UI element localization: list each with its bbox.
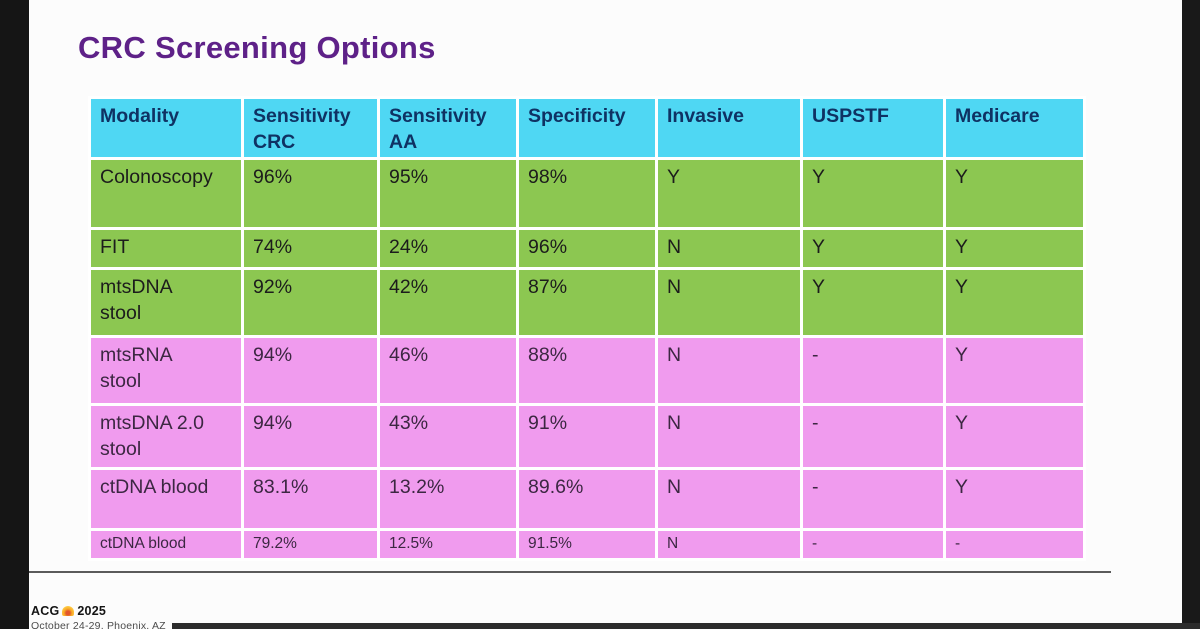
letterbox-right <box>1182 0 1200 629</box>
slide-title: CRC Screening Options <box>78 30 436 65</box>
table-cell: - <box>800 528 946 561</box>
acg-sun-icon <box>62 606 75 616</box>
table-cell: 12.5% <box>377 528 519 561</box>
table-cell: 46% <box>377 335 519 406</box>
table-cell: 91% <box>516 403 658 470</box>
table-cell: ctDNA blood <box>88 467 244 531</box>
crc-screening-table: Modality Sensitivity CRC Sensitivity AA Spe… <box>88 96 1086 561</box>
table-cell: N <box>655 403 803 470</box>
letterbox-left <box>0 0 29 629</box>
table-cell: - <box>800 403 946 470</box>
table-cell: mtsDNA stool <box>88 267 244 338</box>
table-cell: 83.1% <box>241 467 380 531</box>
table-cell: Y <box>800 267 946 338</box>
table-cell: 88% <box>516 335 658 406</box>
table-cell: 96% <box>241 157 380 230</box>
column-header: Invasive <box>655 96 803 160</box>
table-cell: 94% <box>241 403 380 470</box>
table-cell: Y <box>943 467 1086 531</box>
table-cell: Y <box>655 157 803 230</box>
acg-logo-year: 2025 <box>77 604 106 618</box>
table-header-row: Modality Sensitivity CRC Sensitivity AA Spe… <box>88 96 1086 160</box>
acg-2025-logo: ACG 2025 <box>31 604 106 618</box>
table-cell: - <box>800 335 946 406</box>
table-cell: - <box>943 528 1086 561</box>
column-header: USPSTF <box>800 96 946 160</box>
table-cell: 91.5% <box>516 528 658 561</box>
table-cell: Y <box>800 157 946 230</box>
table-header: Modality Sensitivity CRC Sensitivity AA Spe… <box>88 96 1086 160</box>
column-header: Specificity <box>516 96 658 160</box>
table-cell: Y <box>943 157 1086 230</box>
table-cell: Y <box>800 227 946 270</box>
table-cell: ctDNA blood <box>88 528 244 561</box>
table-cell: mtsDNA 2.0 stool <box>88 403 244 470</box>
table-cell: Y <box>943 227 1086 270</box>
table-cell: N <box>655 528 803 561</box>
table-cell: 43% <box>377 403 519 470</box>
column-header: Medicare <box>943 96 1086 160</box>
table-cell: N <box>655 467 803 531</box>
table-row: FIT 74% 24% 96% N Y Y <box>88 227 1086 270</box>
table-cell: mtsRNA stool <box>88 335 244 406</box>
table-cell: N <box>655 335 803 406</box>
table-cell: 79.2% <box>241 528 380 561</box>
table-cell: Y <box>943 335 1086 406</box>
table-row: ctDNA blood 83.1% 13.2% 89.6% N - Y <box>88 467 1086 531</box>
table-row: mtsDNA 2.0 stool 94% 43% 91% N - Y <box>88 403 1086 470</box>
table-cell: Y <box>943 403 1086 470</box>
table-cell: 92% <box>241 267 380 338</box>
bottom-dark-strip <box>172 623 1200 629</box>
table-cell: 87% <box>516 267 658 338</box>
acg-logo-text: ACG <box>31 604 60 618</box>
table-cell: 94% <box>241 335 380 406</box>
table-row: mtsDNA stool 92% 42% 87% N Y Y <box>88 267 1086 338</box>
table-cell: 74% <box>241 227 380 270</box>
table-cell: FIT <box>88 227 244 270</box>
table-cell: 24% <box>377 227 519 270</box>
table-cell: 13.2% <box>377 467 519 531</box>
table-cell: 98% <box>516 157 658 230</box>
table-cell: 95% <box>377 157 519 230</box>
presentation-slide: CRC Screening Options Modality Sensitivit… <box>29 0 1182 629</box>
table-cell: Y <box>943 267 1086 338</box>
event-info: October 24-29, Phoenix, AZ <box>31 620 166 629</box>
column-header: Modality <box>88 96 244 160</box>
table-cell: N <box>655 267 803 338</box>
table-cell: N <box>655 227 803 270</box>
column-header: Sensitivity CRC <box>241 96 380 160</box>
table-cell: Colonoscopy <box>88 157 244 230</box>
table-cell: 96% <box>516 227 658 270</box>
table-cell: 42% <box>377 267 519 338</box>
table-row: Colonoscopy 96% 95% 98% Y Y Y <box>88 157 1086 230</box>
table-row: ctDNA blood 79.2% 12.5% 91.5% N - - <box>88 528 1086 561</box>
table-cell: - <box>800 467 946 531</box>
table-row: mtsRNA stool 94% 46% 88% N - Y <box>88 335 1086 406</box>
bottom-divider-line <box>29 571 1111 573</box>
column-header: Sensitivity AA <box>377 96 519 160</box>
table-cell: 89.6% <box>516 467 658 531</box>
